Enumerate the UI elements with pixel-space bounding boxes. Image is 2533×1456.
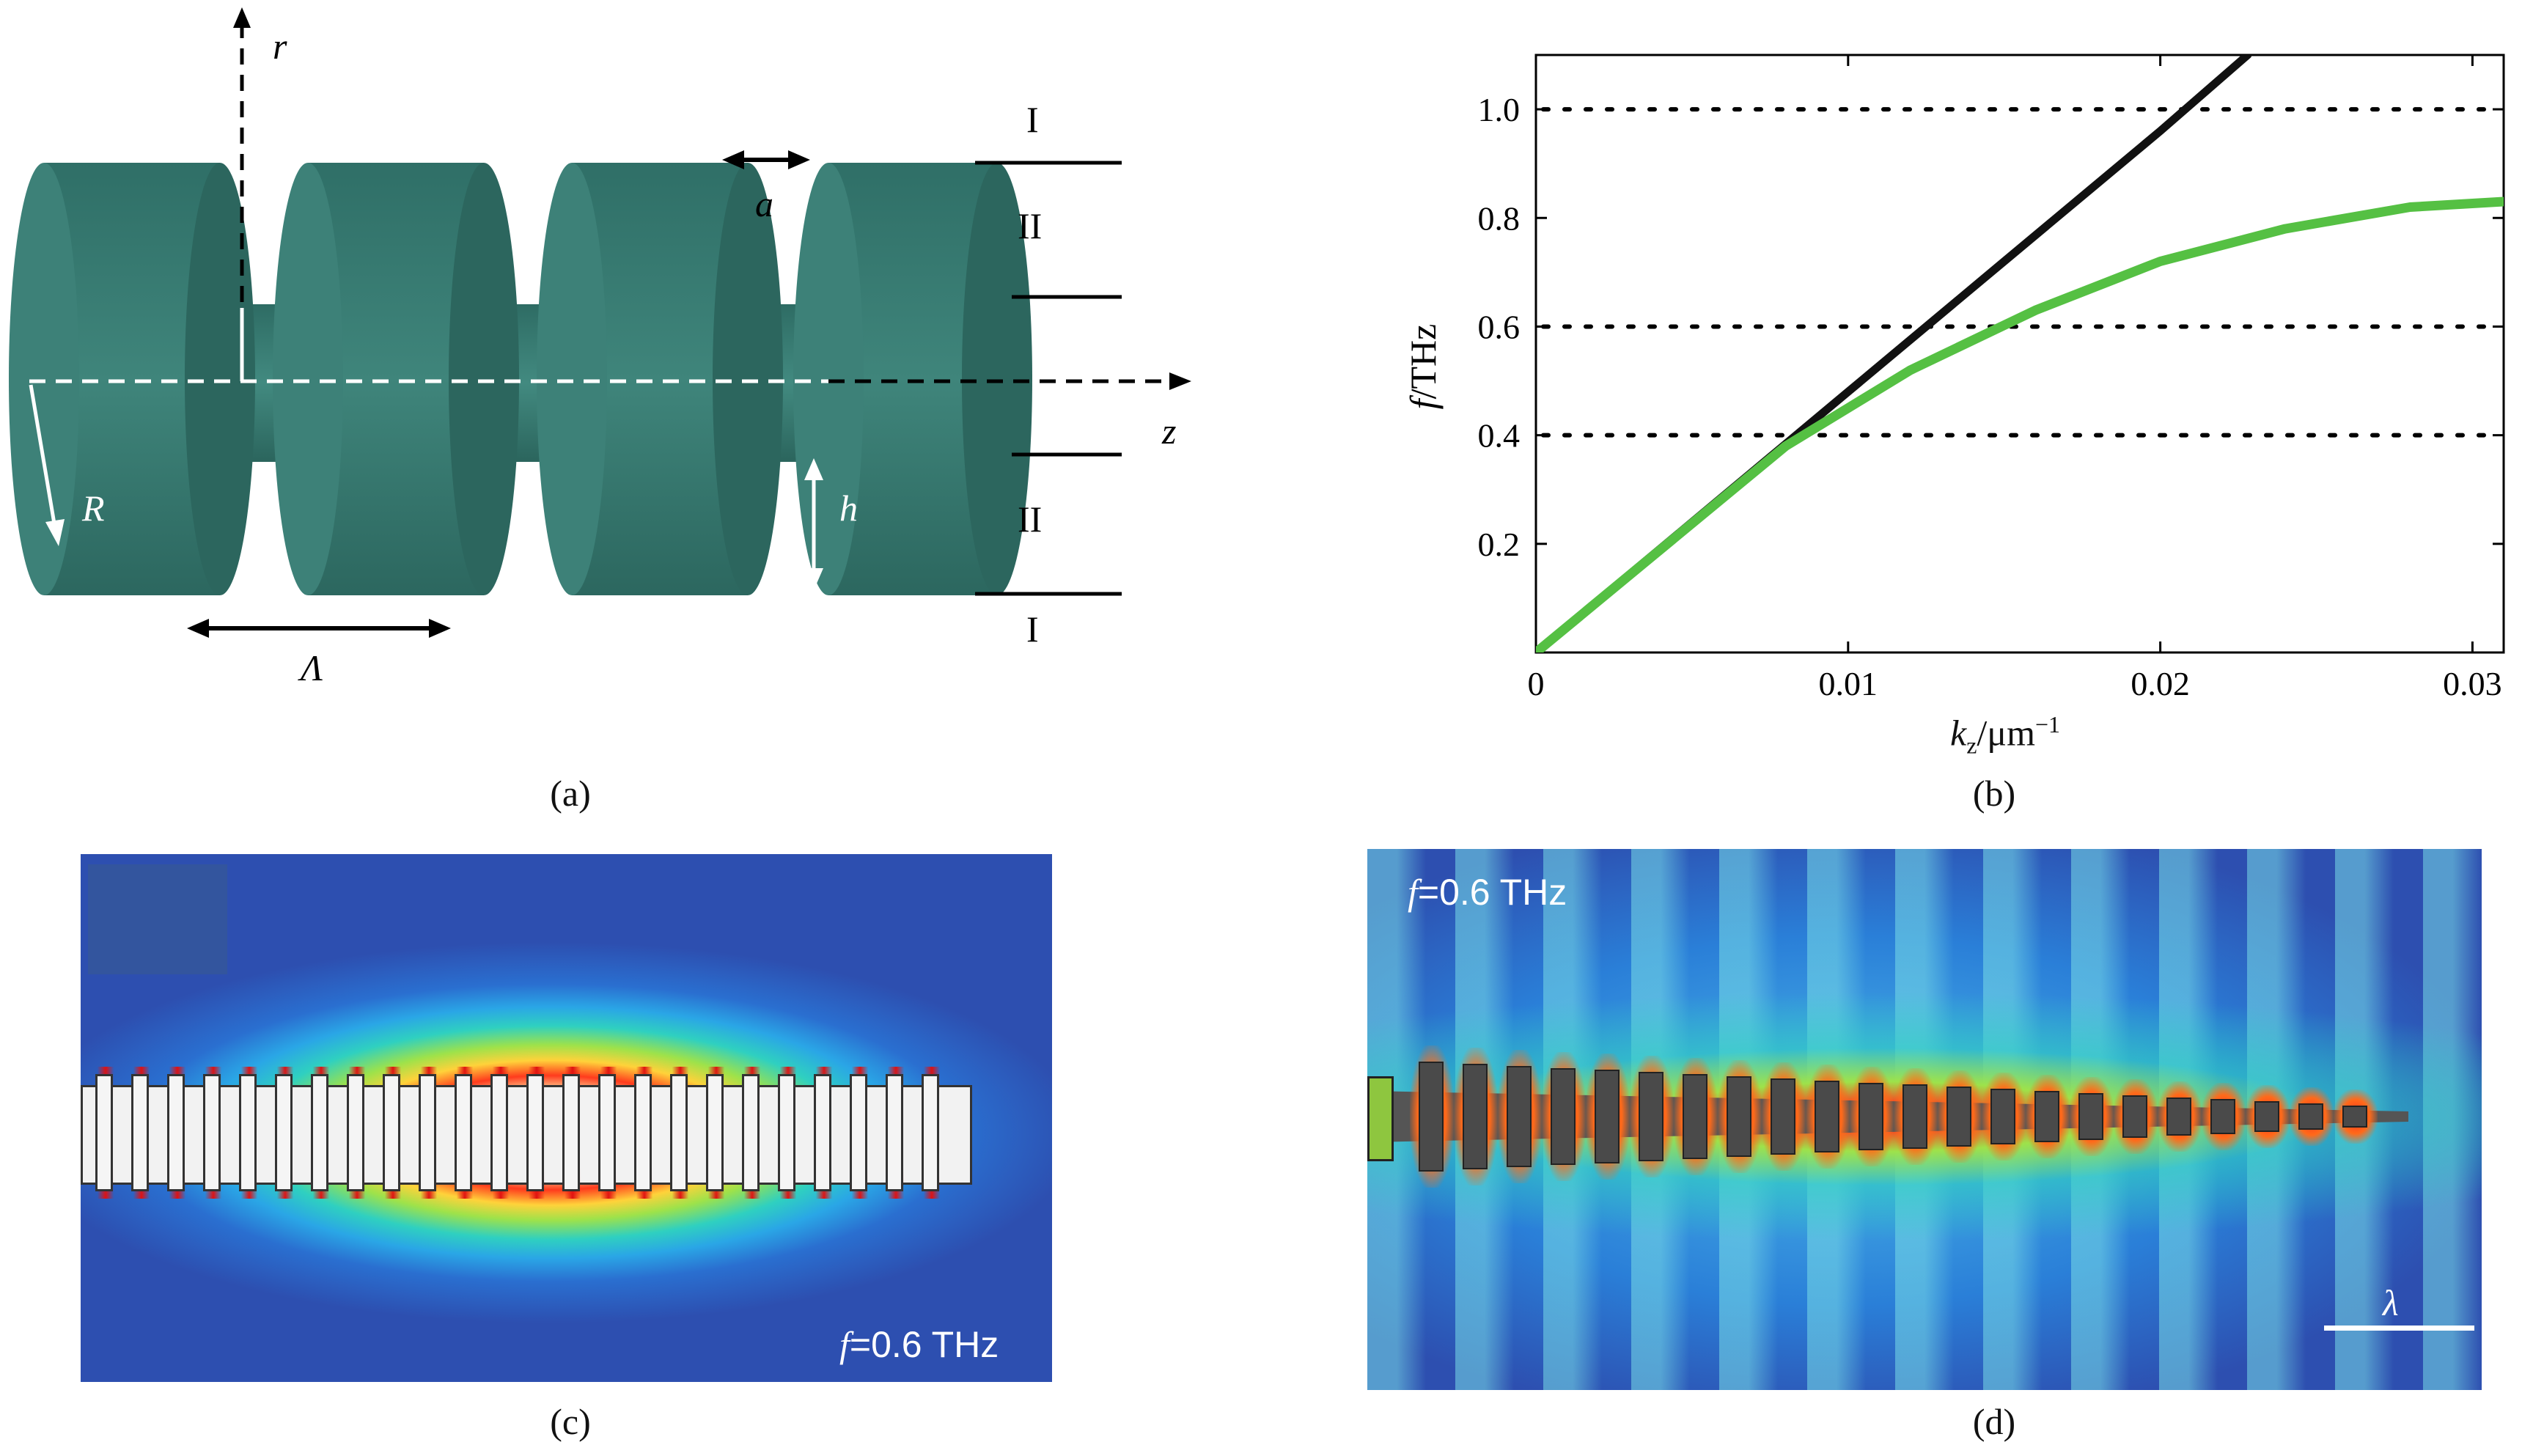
groove-tooth — [95, 1074, 113, 1191]
groove-tooth — [598, 1074, 616, 1191]
tapered-tooth — [2078, 1092, 2103, 1141]
groove-tooth — [311, 1074, 328, 1191]
groove-tooth — [131, 1074, 149, 1191]
groove-tooth — [419, 1074, 436, 1191]
tapered-tooth — [1859, 1082, 1883, 1151]
R-label: R — [81, 488, 105, 529]
caption-d: (d) — [1972, 1401, 2016, 1442]
a-label: a — [755, 183, 773, 224]
tapered-waveguide — [1367, 1032, 2430, 1201]
series-line-1 — [1536, 196, 2504, 652]
y-tick-label-0: 0.2 — [1478, 526, 1521, 563]
groove-tooth — [455, 1074, 472, 1191]
groove-tooth — [670, 1074, 688, 1191]
tapered-tooth — [2034, 1091, 2059, 1142]
region-II-top: II — [1018, 205, 1042, 246]
z-label: z — [1161, 411, 1176, 452]
groove-tooth — [814, 1074, 831, 1191]
groove-tooth — [490, 1074, 508, 1191]
h-label: h — [839, 488, 858, 529]
schematic-panel-a: r z R h a Λ I II II I — [9, 7, 1191, 688]
groove-tooth — [526, 1074, 544, 1191]
groove-tooth — [706, 1074, 724, 1191]
y-axis-label: f/THz — [1402, 324, 1444, 410]
tapered-tooth — [1419, 1062, 1444, 1172]
groove-tooth — [203, 1074, 221, 1191]
y-tick-label-3: 0.8 — [1478, 199, 1521, 237]
tapered-tooth — [2254, 1101, 2279, 1132]
waveguide-grooves — [91, 1052, 960, 1213]
tapered-tooth — [2166, 1097, 2191, 1136]
groove-tooth — [275, 1074, 293, 1191]
x-tick-label-1: 0.01 — [1819, 665, 1878, 702]
groove-tooth — [239, 1074, 257, 1191]
groove-tooth — [347, 1074, 364, 1191]
annotation-d-rest: =0.6 THz — [1417, 872, 1567, 913]
tapered-tooth — [1507, 1065, 1532, 1168]
tapered-tooth — [1815, 1080, 1839, 1153]
scale-bar-label: λ — [2383, 1282, 2399, 1323]
field-map-panel-d: f=0.6 THz λ — [1367, 849, 2482, 1390]
region-lines — [975, 161, 1122, 596]
scale-bar — [2324, 1326, 2474, 1331]
disk-1 — [9, 163, 255, 595]
groove-tooth — [562, 1074, 580, 1191]
annotation-c: f=0.6 THz — [839, 1323, 999, 1366]
groove-tooth — [634, 1074, 652, 1191]
tapered-tooth — [1551, 1067, 1576, 1166]
x-tick-label-0: 0 — [1528, 665, 1545, 702]
field-map-panel-c: f=0.6 THz — [81, 854, 1052, 1382]
region-II-bottom: II — [1018, 499, 1042, 540]
caption-b: (b) — [1972, 773, 2016, 814]
x-axis-label-text: kz/μm−1 — [1950, 711, 2061, 759]
groove-tooth — [886, 1074, 903, 1191]
tapered-tooth — [1639, 1072, 1663, 1161]
disk-2 — [273, 163, 519, 595]
legend-box — [88, 864, 227, 974]
y-tick-label-4: 1.0 — [1478, 91, 1521, 128]
lambda-label: Λ — [298, 647, 323, 688]
y-tick-label-1: 0.4 — [1478, 417, 1521, 455]
input-port — [1367, 1076, 1394, 1161]
annotation-d: f=0.6 THz — [1408, 871, 1567, 913]
tapered-tooth — [2342, 1106, 2367, 1128]
groove-tooth — [383, 1074, 400, 1191]
region-I-bottom: I — [1026, 608, 1039, 650]
caption-a: (a) — [550, 773, 591, 814]
tapered-tooth — [1902, 1084, 1927, 1149]
groove-tooth — [922, 1074, 939, 1191]
annotation-c-f: f — [839, 1324, 850, 1365]
disk-3 — [537, 163, 783, 595]
tapered-tooth — [1946, 1087, 1971, 1147]
R-arrow — [29, 384, 57, 529]
y-tick-label-2: 0.6 — [1478, 308, 1521, 345]
annotation-d-f: f — [1408, 872, 1418, 913]
dispersion-chart-panel-b: 0 0.01 0.02 0.03 0.2 0.4 0.6 0.8 1.0 f/THz — [1402, 54, 2505, 702]
groove-tooth — [850, 1074, 867, 1191]
groove-tooth — [742, 1074, 760, 1191]
tapered-tooth — [1595, 1070, 1620, 1163]
tapered-tooth — [2298, 1103, 2323, 1130]
groove-tooth — [167, 1074, 185, 1191]
tapered-tooth — [1990, 1089, 2015, 1144]
r-label: r — [273, 26, 287, 67]
annotation-c-rest: =0.6 THz — [849, 1324, 999, 1365]
caption-c: (c) — [550, 1401, 591, 1442]
groove-tooth — [778, 1074, 795, 1191]
tapered-tooth — [1683, 1074, 1707, 1159]
x-tick-label-3: 0.03 — [2443, 665, 2502, 702]
tapered-tooth — [2210, 1099, 2235, 1134]
disk-4 — [793, 163, 1032, 595]
plot-frame — [1534, 54, 2505, 654]
region-I-top: I — [1026, 99, 1039, 140]
tapered-tooth — [1463, 1063, 1488, 1170]
tapered-tooth — [2122, 1095, 2147, 1139]
tapered-tooth — [1771, 1078, 1795, 1155]
x-tick-label-2: 0.02 — [2131, 665, 2190, 702]
tapered-tooth — [1727, 1076, 1751, 1157]
